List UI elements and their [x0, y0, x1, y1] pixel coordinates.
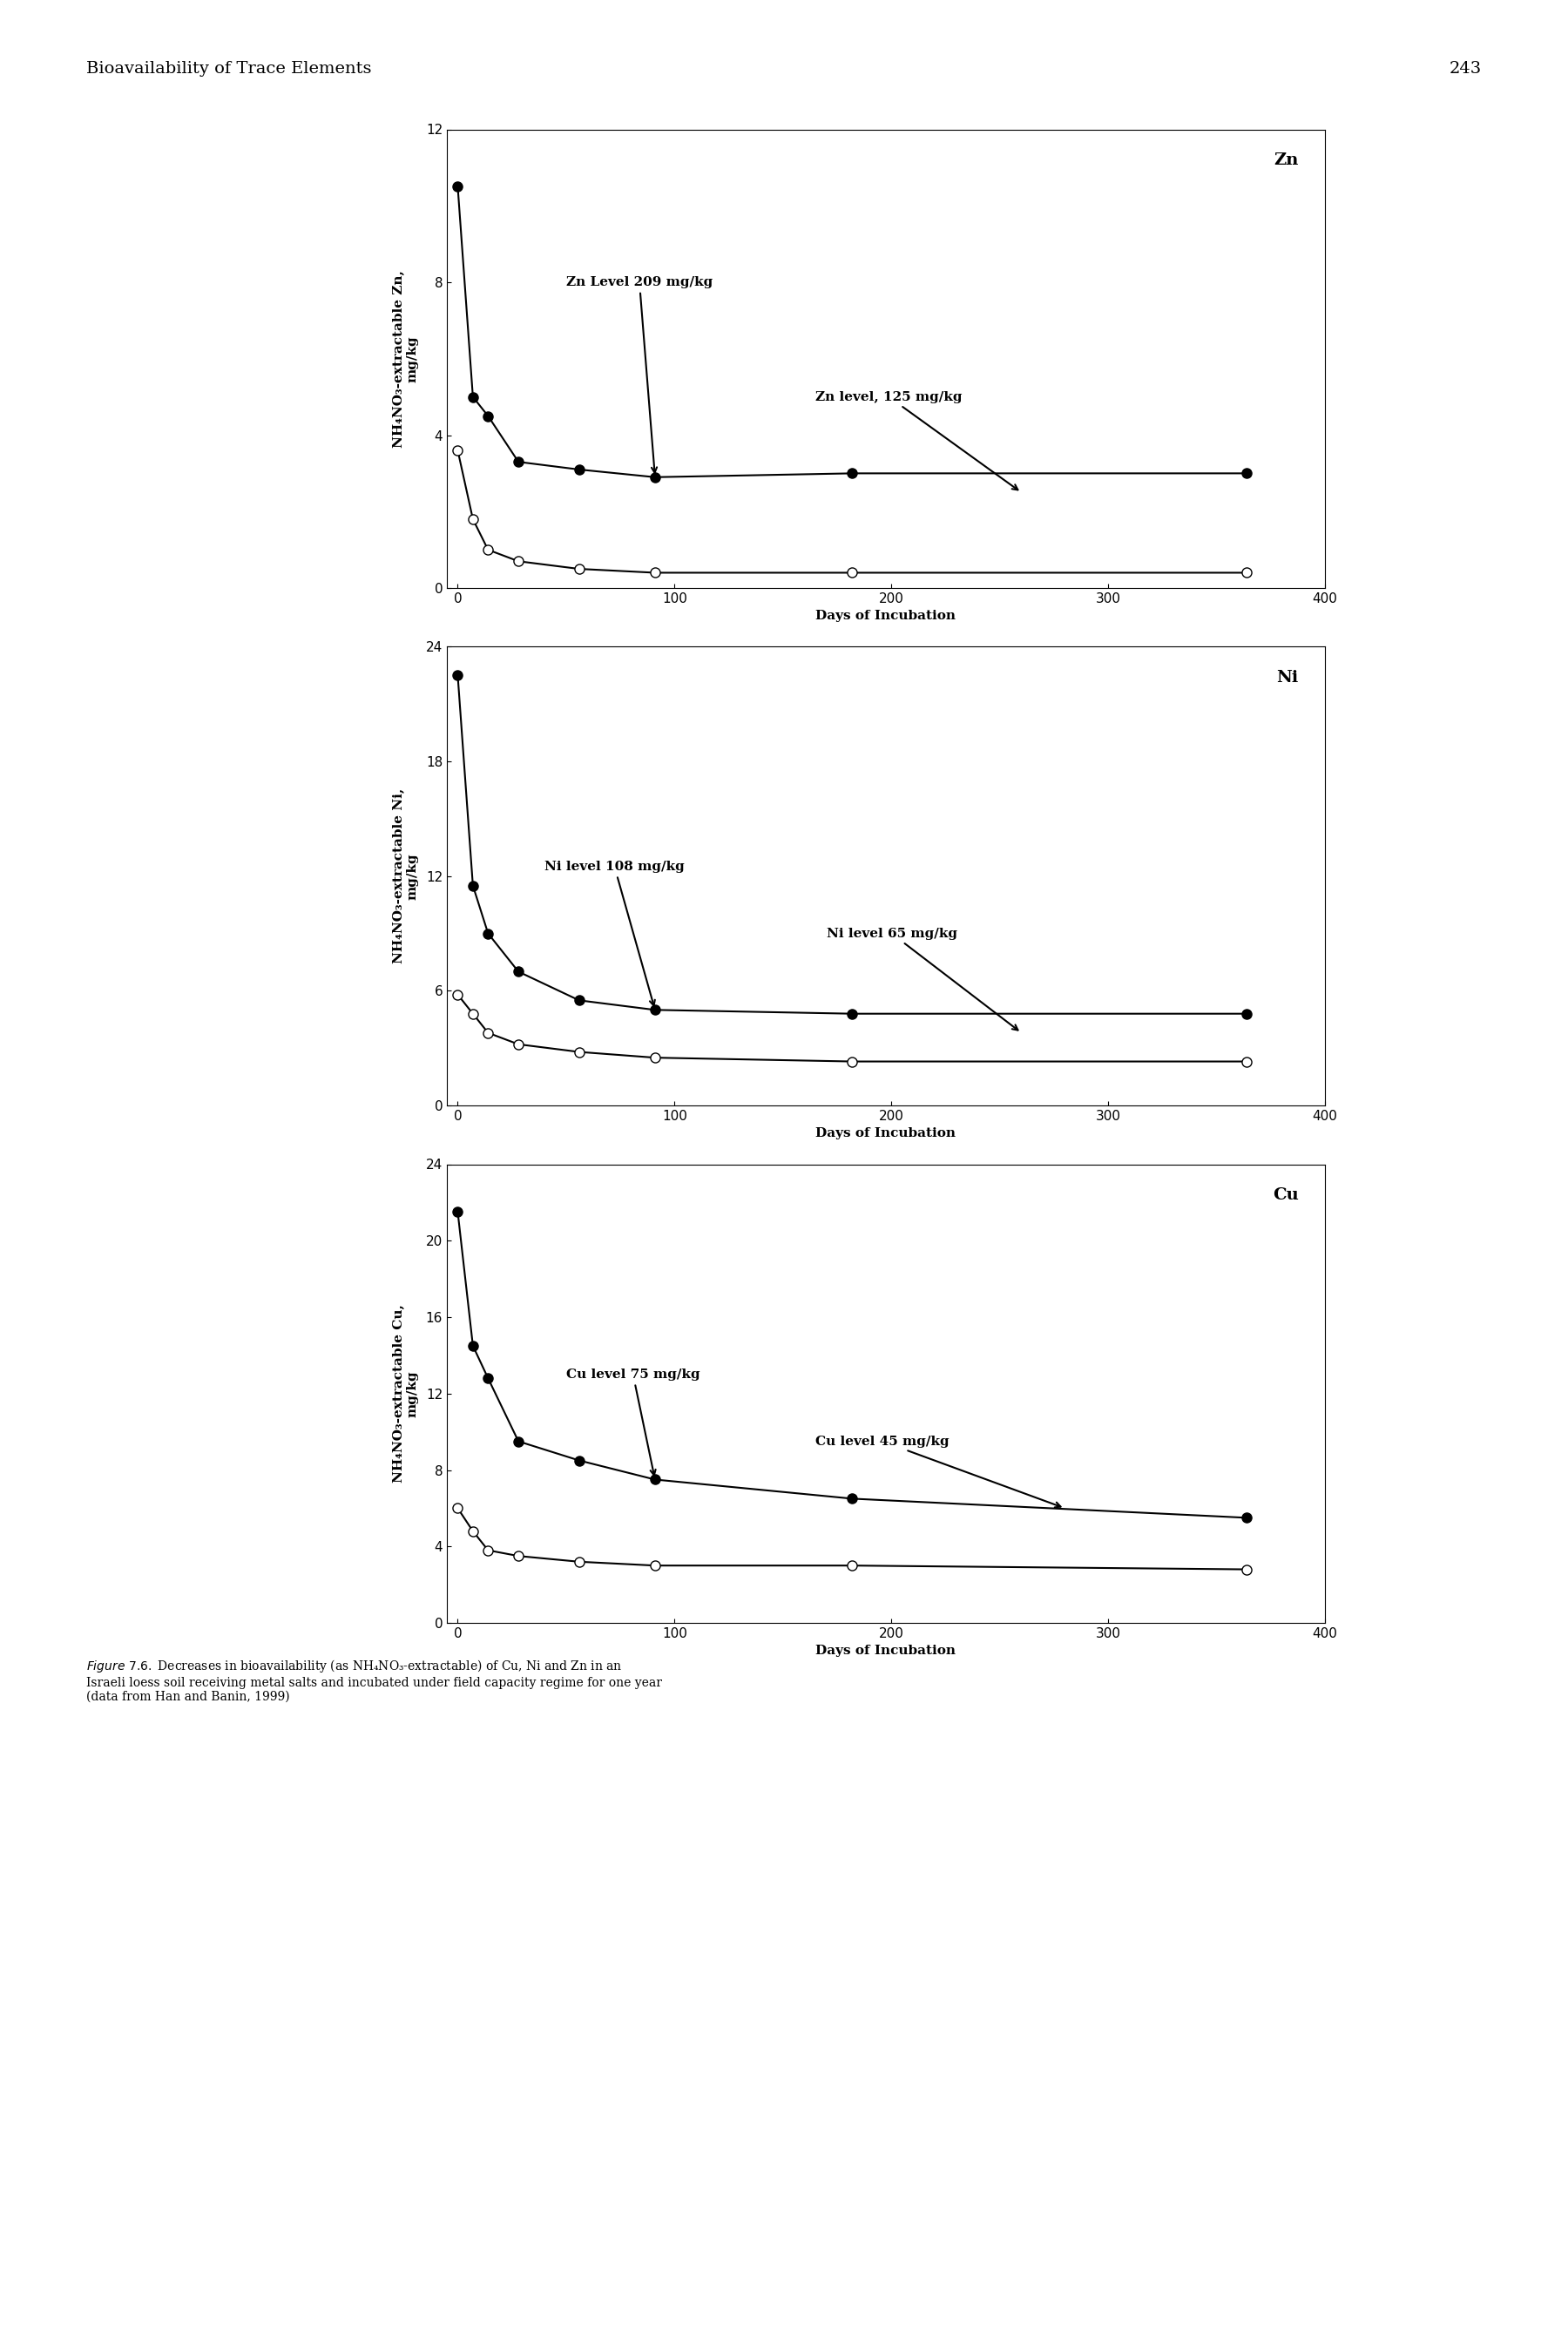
Y-axis label: NH₄NO₃-extractable Ni,
mg/kg: NH₄NO₃-extractable Ni, mg/kg: [392, 788, 419, 964]
Text: Cu level 75 mg/kg: Cu level 75 mg/kg: [566, 1369, 699, 1475]
Text: Zn level, 125 mg/kg: Zn level, 125 mg/kg: [815, 390, 1018, 489]
Text: Ni level 108 mg/kg: Ni level 108 mg/kg: [544, 861, 685, 1007]
Text: Cu: Cu: [1273, 1188, 1298, 1202]
Text: Cu level 45 mg/kg: Cu level 45 mg/kg: [815, 1435, 1060, 1508]
X-axis label: Days of Incubation: Days of Incubation: [815, 609, 956, 623]
Text: Ni level 65 mg/kg: Ni level 65 mg/kg: [826, 927, 1018, 1030]
Text: Bioavailability of Trace Elements: Bioavailability of Trace Elements: [86, 61, 372, 78]
Text: Ni: Ni: [1276, 670, 1298, 684]
X-axis label: Days of Incubation: Days of Incubation: [815, 1644, 956, 1658]
Text: $\mathit{Figure\ 7.6.}$ Decreases in bioavailability (as NH₄NO₃-extractable) of : $\mathit{Figure\ 7.6.}$ Decreases in bio…: [86, 1658, 662, 1703]
Text: Zn: Zn: [1273, 153, 1298, 167]
Text: Zn Level 209 mg/kg: Zn Level 209 mg/kg: [566, 275, 713, 473]
X-axis label: Days of Incubation: Days of Incubation: [815, 1127, 956, 1141]
Text: 243: 243: [1449, 61, 1482, 78]
Y-axis label: NH₄NO₃-extractable Cu,
mg/kg: NH₄NO₃-extractable Cu, mg/kg: [392, 1305, 419, 1482]
Y-axis label: NH₄NO₃-extractable Zn,
mg/kg: NH₄NO₃-extractable Zn, mg/kg: [392, 270, 419, 447]
